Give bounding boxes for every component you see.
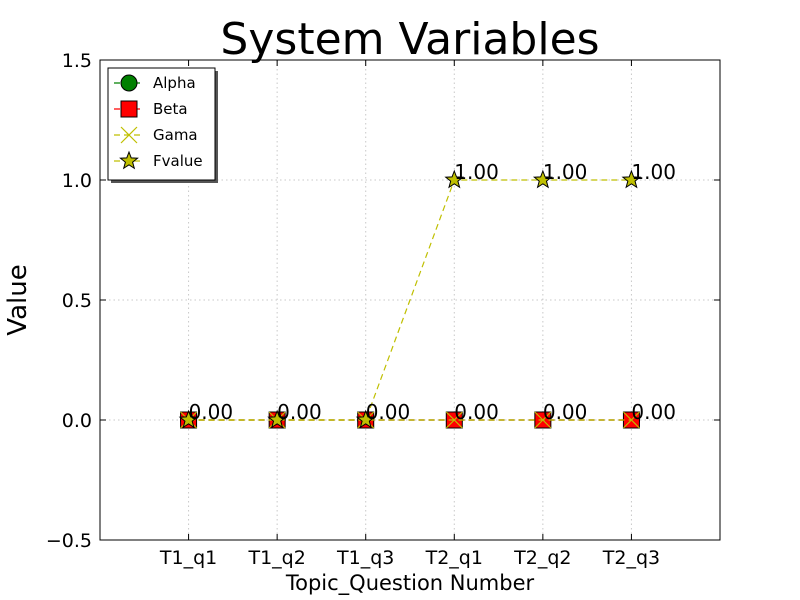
data-label: 0.00 <box>366 400 411 424</box>
data-label: 0.00 <box>189 400 234 424</box>
data-label: 0.00 <box>543 400 588 424</box>
y-axis-label: Value <box>3 264 33 335</box>
y-tick-label: −0.5 <box>46 530 92 552</box>
legend: Alpha Beta Gama Fvalue <box>107 67 218 183</box>
fvalue-point <box>621 169 642 189</box>
x-tick-label: T2_q3 <box>602 547 660 569</box>
x-tick-label: T1_q1 <box>159 547 217 569</box>
series-line-fvalue <box>188 179 632 421</box>
fvalue-point <box>444 169 465 189</box>
chart-title: System Variables <box>220 14 599 65</box>
y-tick-label: 0.0 <box>62 410 92 432</box>
y-tick-label: 0.5 <box>62 290 92 312</box>
legend-label: Beta <box>153 100 188 118</box>
x-tick-label: T1_q3 <box>336 547 394 569</box>
fvalue-point <box>355 409 376 429</box>
grid-layer <box>100 60 720 540</box>
tick-layer: −0.5 0.0 0.5 1.0 1.5 T1_q1 T1_q2 T1_q3 T2_q1 T2_q… <box>46 50 720 569</box>
legend-entry-fvalue: Fvalue <box>114 150 203 170</box>
data-label-layer: 0.00 0.00 0.00 0.00 0.00 0.00 1.00 1.00 1.00 <box>189 160 676 424</box>
gama-point <box>623 411 640 429</box>
legend-marker-fvalue <box>119 150 139 170</box>
y-tick-label: 1.0 <box>62 170 92 192</box>
data-label: 0.00 <box>631 400 676 424</box>
data-label: 0.00 <box>277 400 322 424</box>
x-marker-stroke <box>445 411 463 429</box>
gama-point <box>445 411 463 429</box>
legend-entry-alpha: Alpha <box>114 74 196 92</box>
x-marker-stroke <box>120 126 138 144</box>
legend-label: Fvalue <box>153 152 203 170</box>
x-marker-stroke <box>534 411 552 429</box>
y-tick-label: 1.5 <box>62 50 92 72</box>
data-label: 1.00 <box>543 160 588 184</box>
data-label: 1.00 <box>631 160 676 184</box>
legend-marker-alpha <box>120 74 138 92</box>
fvalue-point <box>178 409 199 429</box>
x-axis-label: Topic_Question Number <box>285 571 535 596</box>
fvalue-point <box>532 169 553 189</box>
x-tick-label: T2_q2 <box>513 547 571 569</box>
x-marker-stroke <box>623 411 640 429</box>
data-label: 0.00 <box>454 400 499 424</box>
legend-marker-beta <box>120 100 138 118</box>
series-fvalue <box>178 169 642 429</box>
legend-label: Alpha <box>153 74 196 92</box>
series-layer <box>178 169 642 429</box>
x-tick-label: T2_q1 <box>425 547 483 569</box>
legend-label: Gama <box>153 126 198 144</box>
data-label: 1.00 <box>454 160 499 184</box>
legend-marker-gama <box>120 126 138 144</box>
legend-entry-gama: Gama <box>114 126 198 144</box>
legend-entry-beta: Beta <box>114 100 188 118</box>
fvalue-point <box>267 409 288 429</box>
x-tick-label: T1_q2 <box>247 547 305 569</box>
gama-point <box>534 411 552 429</box>
